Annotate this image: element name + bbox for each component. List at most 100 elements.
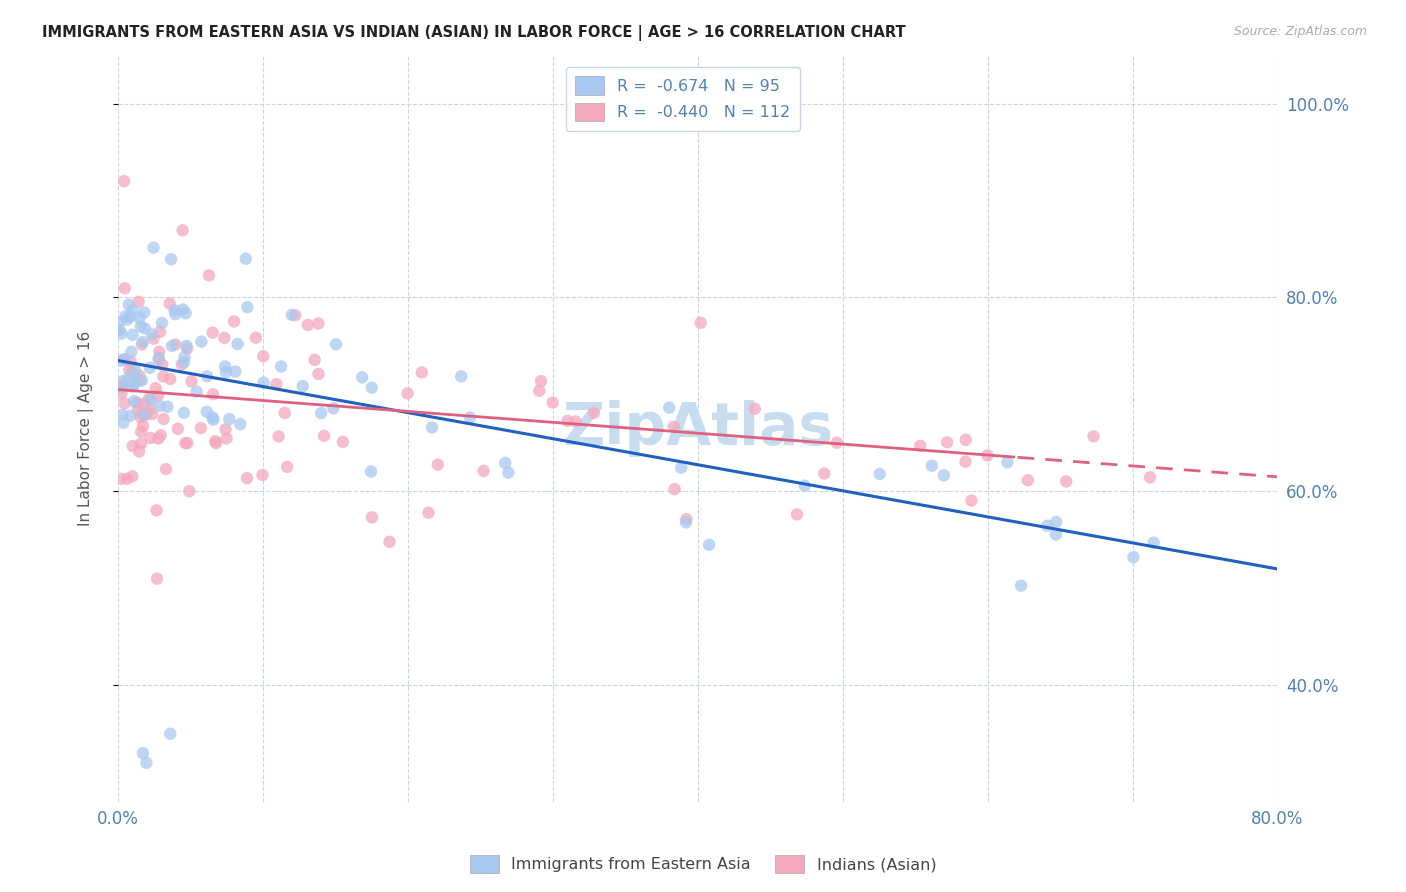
- Point: [128, 294, 150, 309]
- Point: [658, 401, 681, 415]
- Point: [664, 482, 686, 496]
- Point: [284, 308, 307, 322]
- Point: [122, 375, 145, 389]
- Point: [1122, 550, 1144, 565]
- Point: [131, 337, 153, 351]
- Point: [117, 312, 139, 326]
- Point: [159, 372, 181, 386]
- Point: [142, 332, 165, 346]
- Point: [120, 409, 142, 423]
- Point: [205, 436, 228, 450]
- Point: [128, 368, 150, 383]
- Point: [129, 410, 152, 425]
- Point: [1045, 515, 1067, 529]
- Point: [214, 331, 236, 345]
- Point: [112, 352, 135, 367]
- Point: [111, 377, 134, 392]
- Point: [201, 410, 224, 425]
- Point: [138, 392, 160, 406]
- Legend: R =  -0.674   N = 95, R =  -0.440   N = 112: R = -0.674 N = 95, R = -0.440 N = 112: [567, 67, 800, 131]
- Point: [675, 516, 697, 530]
- Point: [541, 395, 564, 409]
- Point: [472, 464, 495, 478]
- Point: [955, 455, 977, 469]
- Point: [224, 365, 246, 379]
- Point: [529, 384, 551, 398]
- Point: [180, 374, 202, 388]
- Point: [955, 433, 977, 447]
- Point: [253, 376, 276, 390]
- Point: [291, 379, 314, 393]
- Point: [172, 302, 194, 317]
- Point: [121, 379, 143, 393]
- Point: [226, 337, 249, 351]
- Point: [936, 435, 959, 450]
- Point: [159, 296, 181, 310]
- Point: [165, 337, 187, 351]
- Point: [149, 399, 172, 413]
- Point: [135, 756, 157, 770]
- Point: [825, 435, 848, 450]
- Point: [132, 334, 155, 349]
- Point: [236, 300, 259, 314]
- Point: [352, 370, 374, 384]
- Point: [150, 316, 173, 330]
- Point: [121, 327, 143, 342]
- Point: [110, 472, 132, 486]
- Point: [564, 415, 586, 429]
- Point: [148, 351, 170, 366]
- Point: [132, 419, 155, 434]
- Point: [360, 465, 382, 479]
- Point: [869, 467, 891, 481]
- Point: [155, 462, 177, 476]
- Legend: Immigrants from Eastern Asia, Indians (Asian): Immigrants from Eastern Asia, Indians (A…: [464, 848, 942, 880]
- Point: [267, 429, 290, 443]
- Point: [378, 534, 401, 549]
- Point: [179, 484, 201, 499]
- Point: [215, 432, 238, 446]
- Point: [309, 406, 332, 420]
- Point: [146, 572, 169, 586]
- Point: [176, 339, 198, 353]
- Text: Source: ZipAtlas.com: Source: ZipAtlas.com: [1233, 25, 1367, 38]
- Point: [813, 467, 835, 481]
- Point: [270, 359, 292, 374]
- Point: [134, 321, 156, 335]
- Point: [252, 468, 274, 483]
- Point: [281, 308, 304, 322]
- Point: [976, 449, 998, 463]
- Point: [148, 351, 170, 365]
- Point: [114, 310, 136, 324]
- Point: [146, 388, 169, 402]
- Point: [108, 315, 131, 329]
- Point: [557, 414, 579, 428]
- Point: [159, 727, 181, 741]
- Point: [141, 407, 163, 421]
- Point: [458, 410, 481, 425]
- Point: [170, 358, 193, 372]
- Point: [236, 471, 259, 485]
- Point: [118, 362, 141, 376]
- Point: [325, 337, 347, 351]
- Point: [1010, 579, 1032, 593]
- Point: [662, 419, 685, 434]
- Point: [110, 386, 132, 401]
- Point: [214, 359, 236, 374]
- Point: [276, 459, 298, 474]
- Point: [131, 373, 153, 387]
- Point: [307, 317, 329, 331]
- Point: [110, 326, 132, 341]
- Point: [173, 406, 195, 420]
- Point: [744, 401, 766, 416]
- Point: [152, 369, 174, 384]
- Point: [697, 538, 720, 552]
- Point: [135, 408, 157, 422]
- Point: [132, 746, 155, 760]
- Point: [150, 358, 173, 372]
- Point: [793, 479, 815, 493]
- Point: [121, 439, 143, 453]
- Point: [190, 334, 212, 349]
- Point: [134, 305, 156, 319]
- Point: [921, 458, 943, 473]
- Point: [127, 402, 149, 417]
